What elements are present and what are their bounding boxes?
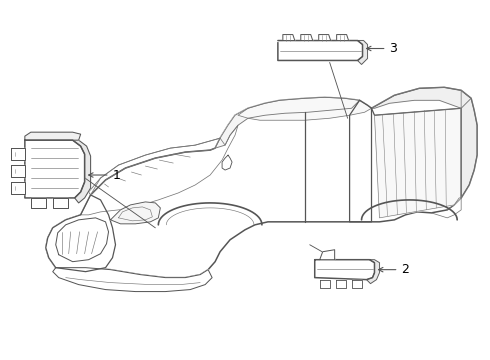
Polygon shape — [215, 97, 360, 148]
Polygon shape — [53, 198, 68, 208]
Polygon shape — [337, 35, 348, 41]
Text: 2: 2 — [378, 263, 409, 276]
Polygon shape — [73, 140, 91, 203]
Polygon shape — [318, 35, 331, 41]
Polygon shape — [371, 87, 471, 108]
Polygon shape — [25, 140, 85, 198]
Polygon shape — [358, 41, 368, 64]
Polygon shape — [352, 280, 362, 288]
Polygon shape — [336, 280, 345, 288]
Polygon shape — [301, 35, 313, 41]
Polygon shape — [319, 250, 335, 260]
Polygon shape — [319, 280, 330, 288]
Polygon shape — [461, 90, 477, 198]
Polygon shape — [46, 195, 116, 272]
Polygon shape — [222, 155, 232, 170]
Polygon shape — [111, 202, 160, 224]
Polygon shape — [11, 165, 25, 177]
Polygon shape — [53, 268, 212, 292]
Polygon shape — [238, 97, 371, 120]
Polygon shape — [25, 132, 81, 140]
Polygon shape — [11, 148, 25, 160]
Text: 3: 3 — [367, 42, 397, 55]
Polygon shape — [315, 260, 374, 280]
Text: 1: 1 — [89, 168, 121, 181]
Polygon shape — [56, 218, 108, 262]
Polygon shape — [31, 198, 46, 208]
Polygon shape — [374, 108, 461, 218]
Polygon shape — [283, 35, 295, 41]
Polygon shape — [371, 87, 477, 198]
Polygon shape — [367, 260, 379, 284]
Polygon shape — [46, 87, 477, 278]
Polygon shape — [11, 182, 25, 194]
Polygon shape — [278, 41, 363, 60]
